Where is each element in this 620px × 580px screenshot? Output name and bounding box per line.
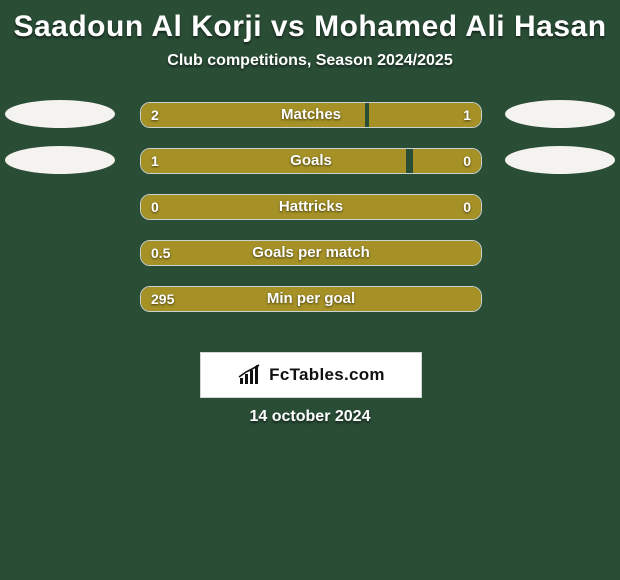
player-right-avatar — [505, 146, 615, 174]
logo-text: FcTables.com — [269, 365, 385, 385]
stat-bar: 00Hattricks — [140, 194, 482, 220]
stat-value-left: 0 — [141, 195, 169, 219]
stat-value-left: 1 — [141, 149, 169, 173]
bar-chart-icon — [237, 364, 263, 386]
stat-bar: 0.5Goals per match — [140, 240, 482, 266]
page-title: Saadoun Al Korji vs Mohamed Ali Hasan — [0, 0, 620, 44]
stat-value-left: 0.5 — [141, 241, 180, 265]
player-right-avatar — [505, 100, 615, 128]
stat-bar: 21Matches — [140, 102, 482, 128]
player-left-avatar — [5, 100, 115, 128]
footer-date: 14 october 2024 — [0, 408, 620, 426]
infographic-container: Saadoun Al Korji vs Mohamed Ali Hasan Cl… — [0, 0, 620, 580]
stat-row: 10Goals — [0, 146, 620, 174]
stat-value-right: 0 — [453, 195, 481, 219]
stat-value-left: 2 — [141, 103, 169, 127]
page-subtitle: Club competitions, Season 2024/2025 — [0, 52, 620, 70]
stat-row: 295Min per goal — [0, 284, 620, 312]
fctables-logo: FcTables.com — [200, 352, 422, 398]
stat-bar-left — [141, 195, 481, 219]
stat-value-right: 0 — [453, 149, 481, 173]
stat-bar-left — [141, 103, 365, 127]
stat-bar-left — [141, 287, 481, 311]
stat-row: 0.5Goals per match — [0, 238, 620, 266]
stats-area: 21Matches10Goals00Hattricks0.5Goals per … — [0, 100, 620, 312]
stat-value-right: 1 — [453, 103, 481, 127]
stat-row: 00Hattricks — [0, 192, 620, 220]
stat-row: 21Matches — [0, 100, 620, 128]
stat-bar-left — [141, 149, 406, 173]
stat-value-left: 295 — [141, 287, 184, 311]
player-left-avatar — [5, 146, 115, 174]
stat-bar: 295Min per goal — [140, 286, 482, 312]
stat-bar: 10Goals — [140, 148, 482, 174]
stat-bar-left — [141, 241, 481, 265]
